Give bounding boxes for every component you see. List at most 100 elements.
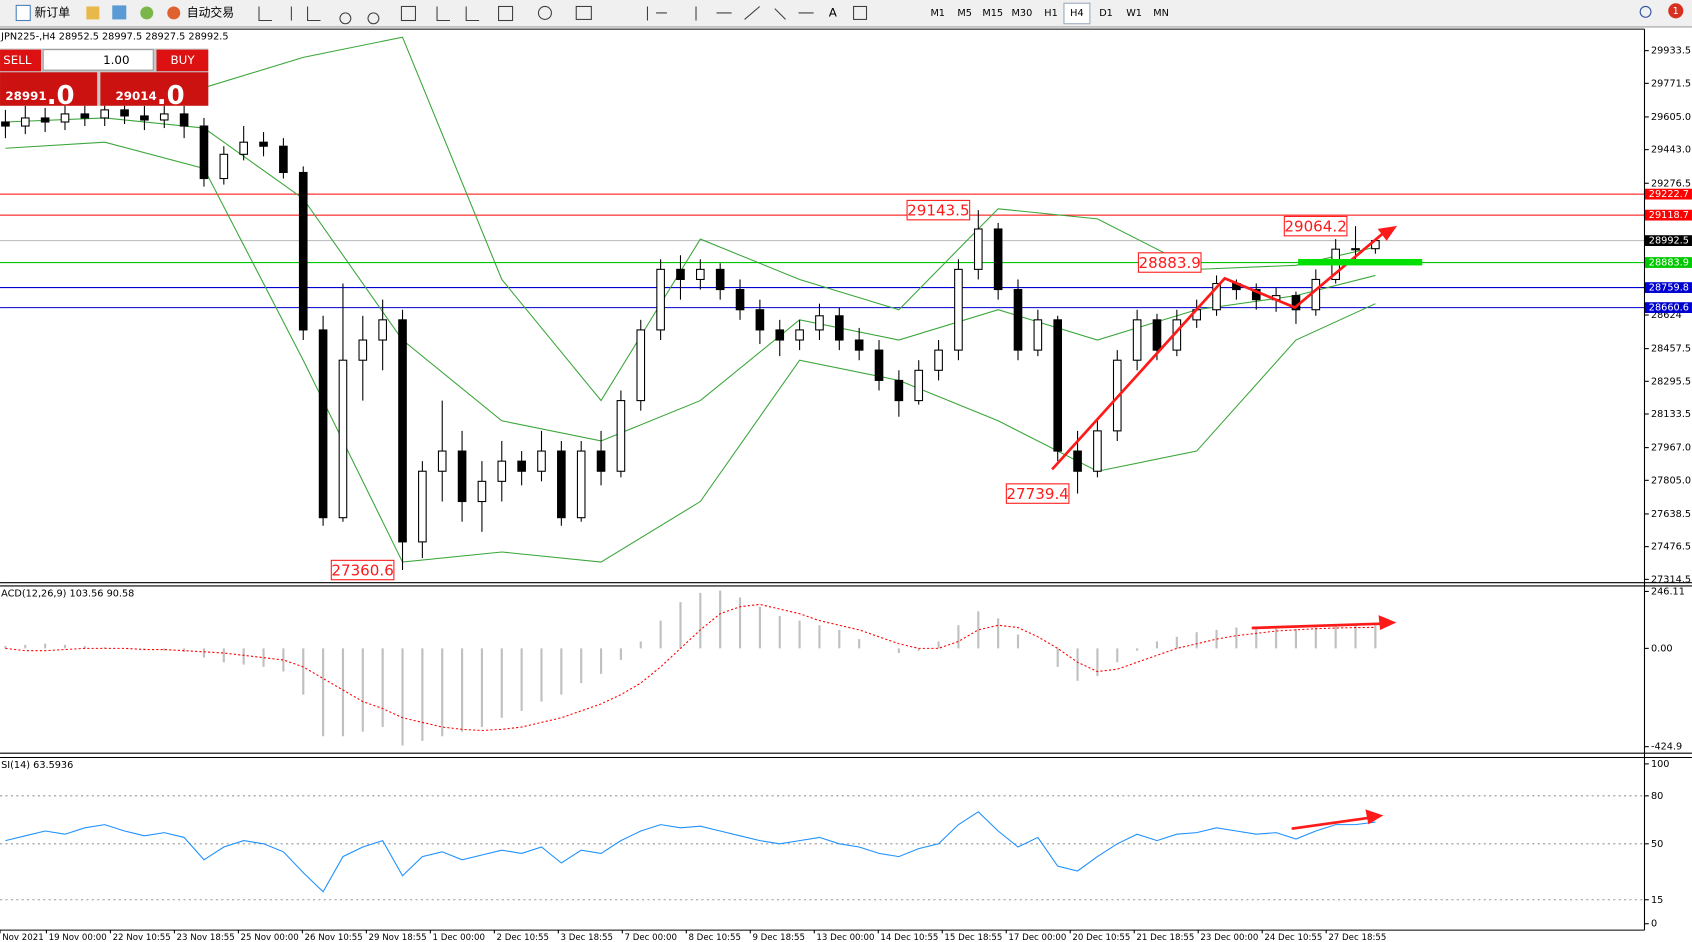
candle-body [517, 460, 526, 472]
candle-body [298, 171, 308, 331]
y-tick-label: 27967.0 [1651, 443, 1691, 454]
candle-body [120, 109, 129, 117]
candle-body [1132, 319, 1142, 361]
y-tick-label: 29276.5 [1651, 178, 1691, 189]
candle-body [239, 141, 248, 155]
candle-body [815, 315, 824, 331]
bid-box[interactable] [0, 72, 98, 106]
current-price-box [1644, 235, 1692, 246]
macd-label: ACD(12,26,9) 103.56 90.58 [1, 588, 134, 599]
candle-body [259, 141, 268, 147]
level-price-label: 28759.8 [1649, 283, 1689, 294]
active-timeframe [1063, 2, 1091, 25]
candle-body [1251, 289, 1261, 301]
x-tick-label: 25 Nov 00:00 [241, 933, 299, 942]
x-tick-label: 3 Dec 18:55 [560, 933, 613, 942]
x-tick-label: 15 Dec 18:55 [944, 933, 1002, 942]
candle-body [20, 117, 30, 127]
text-tool[interactable]: A [829, 5, 838, 19]
auto-trading-button[interactable]: 自动交易 [187, 5, 234, 19]
drawing-tools[interactable] [258, 5, 868, 25]
candle-body [1311, 278, 1321, 311]
timeframe-button[interactable]: M30 [1012, 8, 1033, 19]
price-annotation: 29064.2 [1284, 218, 1346, 236]
x-tick-label: 17 Dec 00:00 [1008, 933, 1066, 942]
auto-trading-icon[interactable] [167, 6, 181, 20]
rsi-line [5, 811, 1376, 893]
price-annotation-box [906, 199, 971, 221]
candle-body [1152, 319, 1162, 351]
candle-body [834, 315, 844, 341]
candle-body [219, 153, 229, 180]
level-price-box [1644, 257, 1692, 268]
x-tick-label: 19 Nov 00:00 [49, 933, 107, 942]
candle-body [715, 268, 725, 291]
y-tick-label: 29933.5 [1651, 46, 1691, 57]
timeframe-button[interactable]: D1 [1099, 8, 1113, 19]
candle-body [1093, 430, 1102, 472]
candle-body [60, 113, 70, 123]
candle-body [1073, 450, 1082, 472]
y-tick-label: 0 [1651, 919, 1657, 930]
candle-body [934, 349, 943, 371]
level-price-label: 29222.7 [1649, 189, 1689, 200]
candle-body [1013, 289, 1023, 351]
search-icon[interactable] [1639, 5, 1652, 18]
y-tick-label: 0.00 [1651, 643, 1673, 654]
x-tick-label: 27 Dec 18:55 [1328, 933, 1386, 942]
lots-input[interactable] [42, 49, 154, 71]
ask-box[interactable] [100, 72, 209, 106]
candle-body [775, 329, 785, 341]
timeframe-button[interactable]: M1 [930, 8, 945, 19]
x-tick-label: 8 Dec 10:55 [688, 933, 741, 942]
toolbar-icon[interactable] [140, 6, 154, 20]
sell-label[interactable]: SELL [3, 53, 32, 67]
x-tick-label: 24 Dec 10:55 [1264, 933, 1322, 942]
toolbar-icon[interactable] [112, 5, 127, 20]
timeframe-button[interactable]: W1 [1126, 8, 1142, 19]
timeframe-button[interactable]: MN [1153, 8, 1169, 19]
y-tick-label: 28624 [1651, 310, 1682, 321]
y-tick-label: 28133.5 [1651, 409, 1691, 420]
x-tick-label: 26 Nov 10:55 [305, 933, 363, 942]
candle-body [457, 450, 467, 503]
price-annotation: 29143.5 [907, 202, 969, 220]
timeframe-button[interactable]: M5 [957, 8, 972, 19]
x-tick-label: 23 Dec 00:00 [1200, 933, 1258, 942]
plot: 29933.5 29771.5 29605.0 29443.0 29276.5 28624… [0, 36, 1692, 942]
toolbar-icon[interactable] [86, 6, 100, 20]
lots-value[interactable]: 1.00 [103, 53, 129, 67]
x-tick-label: 22 Nov 10:55 [113, 933, 171, 942]
buy-button[interactable] [156, 49, 209, 72]
candle-body [596, 450, 606, 472]
candle-body [279, 145, 288, 174]
sell-button[interactable] [0, 49, 42, 72]
timeframe-button[interactable]: H4 [1070, 8, 1083, 19]
candle-body [914, 369, 924, 402]
candle-body [656, 268, 665, 331]
candle-body [696, 268, 705, 281]
new-order-button[interactable]: 新订单 [35, 5, 71, 19]
x-tick-label: 23 Nov 18:55 [177, 933, 235, 942]
new-order-icon[interactable] [15, 4, 31, 22]
y-tick-label: 29771.5 [1651, 78, 1691, 89]
candle-body [854, 339, 864, 351]
candle-body [338, 359, 348, 519]
buy-label[interactable]: BUY [171, 53, 196, 67]
y-tick-label: 28457.5 [1651, 344, 1691, 355]
level-price-box [1644, 282, 1692, 293]
timeframe-button[interactable]: M15 [982, 8, 1003, 19]
y-tick-label: 27476.5 [1651, 542, 1691, 553]
timeframe-button[interactable]: H1 [1044, 8, 1057, 19]
annotation-arrows [1051, 225, 1398, 831]
one-click-trading: SELL 1.00 BUY 28991.0 29014.0 [0, 48, 209, 111]
y-tick-label: 80 [1651, 791, 1663, 802]
level-price-box [1644, 209, 1692, 221]
bid-price[interactable]: 28991.0 [5, 81, 74, 111]
candle-body [1351, 248, 1360, 251]
notification-badge[interactable] [1668, 3, 1684, 19]
candle-body [894, 379, 904, 402]
ask-price[interactable]: 29014.0 [115, 81, 184, 111]
y-tick-label: 27805.0 [1651, 475, 1691, 486]
candle-body [100, 109, 110, 119]
